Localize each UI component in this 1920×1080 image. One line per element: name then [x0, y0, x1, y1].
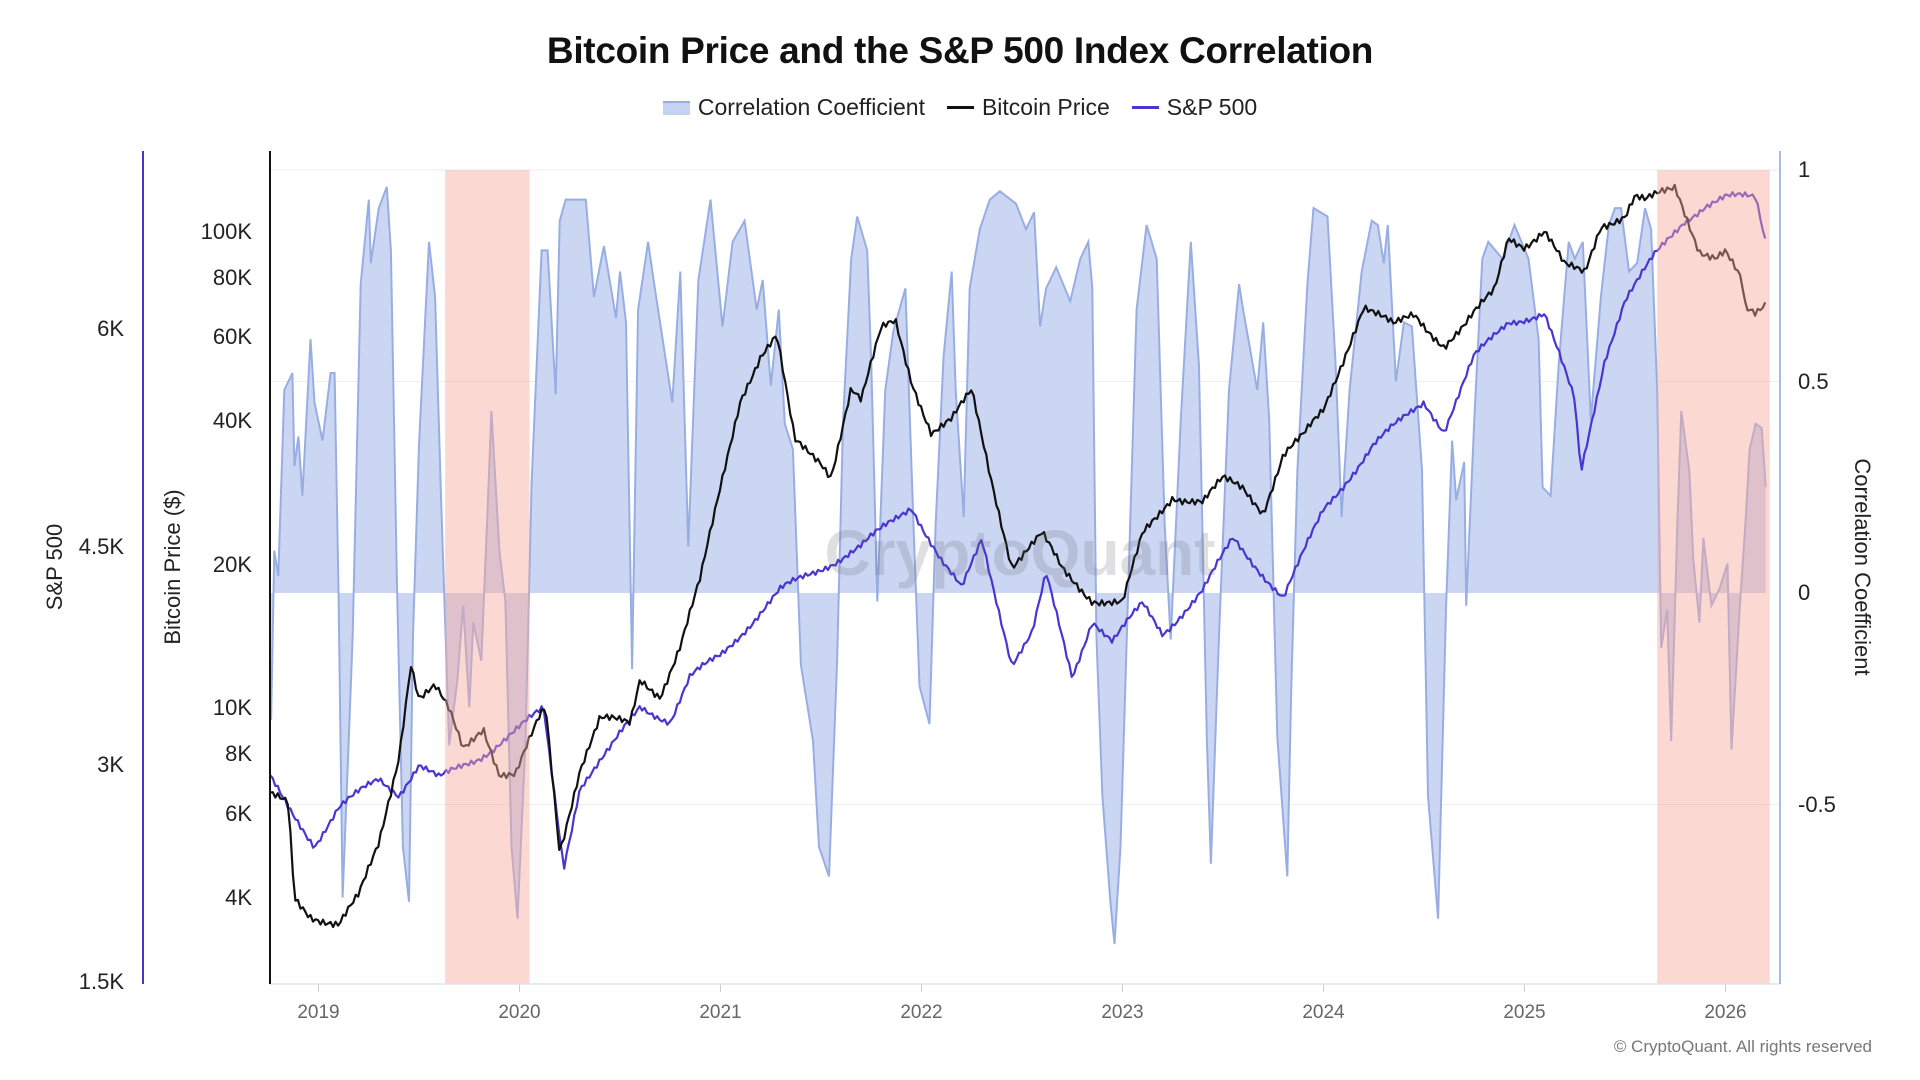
- legend: Correlation Coefficient Bitcoin Price S&…: [0, 94, 1920, 121]
- legend-item-bitcoin[interactable]: Bitcoin Price: [946, 94, 1110, 121]
- sp500-tick-label: 4.5K: [78, 533, 124, 559]
- legend-item-sp500[interactable]: S&P 500: [1131, 94, 1258, 121]
- highlight-bands: [445, 170, 1770, 984]
- highlight-band: [445, 170, 530, 984]
- x-tick-label: 2019: [297, 1002, 340, 1023]
- bitcoin-swatch: [946, 106, 974, 109]
- sp500-tick-label: 6K: [97, 315, 124, 341]
- btc-tick-label: 6K: [225, 800, 252, 826]
- corr-tick-label: 1: [1798, 157, 1811, 182]
- btc-tick-label: 80K: [212, 264, 252, 290]
- legend-label-correlation: Correlation Coefficient: [697, 94, 925, 120]
- x-tick-label: 2023: [1101, 1002, 1144, 1023]
- watermark: CryptoQuant: [824, 517, 1215, 589]
- chart-title: Bitcoin Price and the S&P 500 Index Corr…: [546, 30, 1374, 71]
- corr-axis-title: Correlation Coefficient: [1850, 458, 1875, 676]
- sp500-axis-title: S&P 500: [42, 523, 67, 611]
- btc-axis-title: Bitcoin Price ($): [160, 489, 185, 645]
- x-tick-label: 2021: [699, 1002, 742, 1023]
- corr-tick-label: 0: [1798, 580, 1811, 605]
- sp500-tick-label: 1.5K: [78, 969, 124, 994]
- legend-label-bitcoin: Bitcoin Price: [981, 94, 1110, 120]
- correlation-area: [270, 186, 1767, 945]
- btc-tick-label: 4K: [225, 884, 252, 910]
- sp500-line: [270, 191, 1767, 870]
- price-lines: [270, 183, 1767, 929]
- x-tick-label: 2026: [1704, 1002, 1747, 1023]
- btc-tick-label: 8K: [225, 741, 252, 767]
- corr-tick-label: 0.5: [1798, 368, 1829, 394]
- btc-tick-label: 40K: [212, 408, 252, 434]
- x-tick-label: 2020: [498, 1002, 541, 1023]
- btc-tick-label: 20K: [212, 551, 252, 577]
- x-tick-label: 2024: [1302, 1002, 1345, 1023]
- correlation-line: [270, 186, 1767, 945]
- correlation-swatch: [662, 100, 690, 115]
- btc-tick-label: 10K: [212, 695, 252, 720]
- corr-tick-label: -0.5: [1798, 791, 1836, 817]
- correlation-fill: [271, 186, 1766, 945]
- bitcoin-price-line: [270, 183, 1767, 929]
- highlight-band: [1657, 170, 1770, 984]
- x-tick-label: 2025: [1503, 1002, 1546, 1023]
- sp500-swatch: [1131, 106, 1159, 109]
- sp500-tick-label: 3K: [97, 751, 124, 777]
- legend-label-sp500: S&P 500: [1166, 94, 1258, 120]
- legend-item-correlation[interactable]: Correlation Coefficient: [662, 94, 925, 121]
- copyright-footer: © CryptoQuant. All rights reserved: [1613, 1037, 1872, 1056]
- x-tick-label: 2022: [900, 1002, 943, 1023]
- btc-tick-label: 60K: [212, 324, 252, 350]
- btc-tick-label: 100K: [200, 218, 252, 244]
- axes: [142, 151, 1781, 992]
